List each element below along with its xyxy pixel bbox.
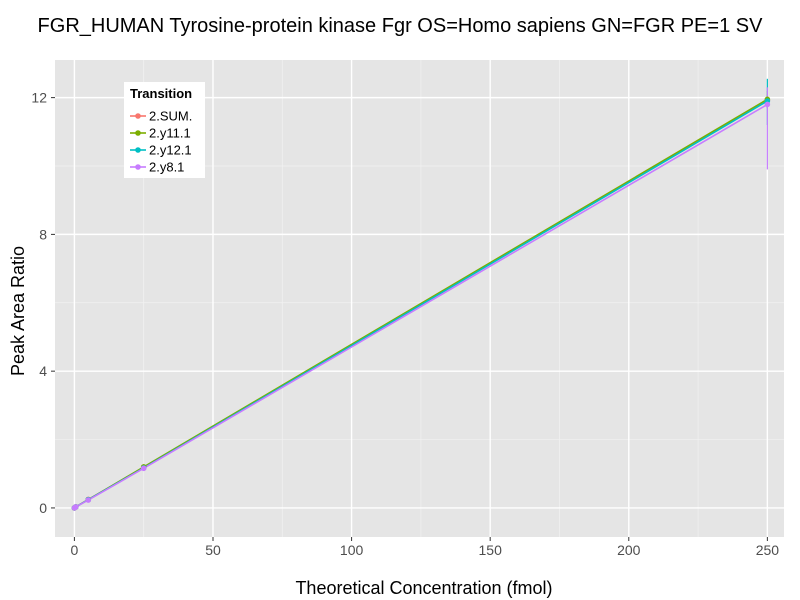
chart-title: FGR_HUMAN Tyrosine-protein kinase Fgr OS… bbox=[38, 15, 764, 37]
x-axis-title: Theoretical Concentration (fmol) bbox=[295, 578, 552, 598]
y-tick-label: 0 bbox=[39, 500, 47, 516]
x-tick-label: 150 bbox=[479, 542, 503, 558]
legend-entry-label: 2.y12.1 bbox=[149, 143, 192, 158]
data-point bbox=[764, 101, 771, 108]
x-tick-label: 200 bbox=[617, 542, 641, 558]
y-axis-title: Peak Area Ratio bbox=[8, 246, 28, 376]
y-tick-label: 8 bbox=[39, 226, 47, 242]
x-tick-label: 250 bbox=[756, 542, 780, 558]
legend-key-point bbox=[135, 164, 141, 170]
legend-key-point bbox=[135, 147, 141, 153]
legend-key-point bbox=[135, 113, 141, 119]
legend: Transition 2.SUM. 2.y11.1 2.y12.1 2.y8.1 bbox=[124, 82, 205, 178]
legend-entry-label: 2.SUM. bbox=[149, 109, 192, 124]
legend-entry-label: 2.y11.1 bbox=[149, 126, 191, 141]
data-point bbox=[140, 465, 147, 472]
x-tick-label: 100 bbox=[340, 542, 364, 558]
legend-key-point bbox=[135, 130, 141, 136]
y-tick-label: 12 bbox=[31, 90, 47, 106]
legend-entry-label: 2.y8.1 bbox=[149, 160, 184, 175]
legend-box bbox=[124, 82, 205, 178]
data-point bbox=[85, 497, 92, 503]
data-point bbox=[72, 504, 79, 510]
x-tick-label: 50 bbox=[205, 542, 221, 558]
x-tick-label: 0 bbox=[71, 542, 79, 558]
series-points-2.y8.1 bbox=[71, 101, 771, 511]
legend-title: Transition bbox=[130, 86, 192, 101]
y-tick-label: 4 bbox=[39, 363, 47, 379]
